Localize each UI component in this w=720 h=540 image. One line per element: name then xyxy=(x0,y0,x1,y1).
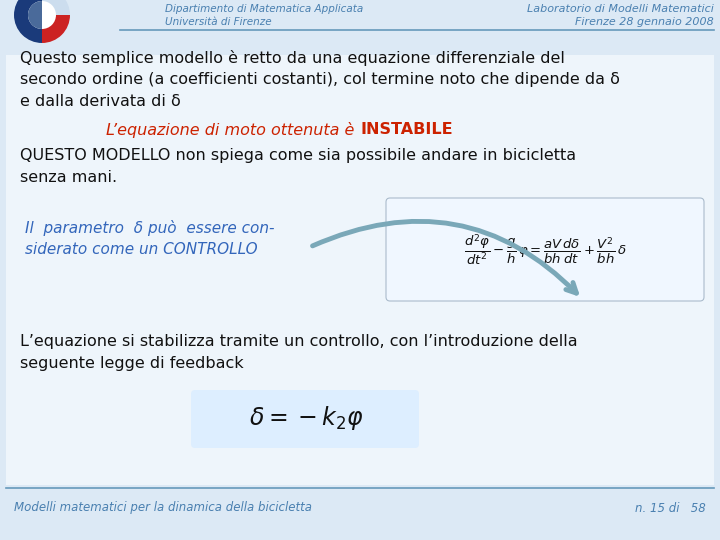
Circle shape xyxy=(28,1,56,29)
FancyBboxPatch shape xyxy=(386,198,704,301)
Text: L’equazione di moto ottenuta è: L’equazione di moto ottenuta è xyxy=(107,122,360,138)
Text: Firenze 28 gennaio 2008: Firenze 28 gennaio 2008 xyxy=(575,17,714,27)
FancyBboxPatch shape xyxy=(191,390,419,448)
Text: secondo ordine (a coefficienti costanti), col termine noto che dipende da δ: secondo ordine (a coefficienti costanti)… xyxy=(20,72,620,87)
Text: Università di Firenze: Università di Firenze xyxy=(165,17,271,27)
Bar xyxy=(6,55,714,485)
Text: INSTABILE: INSTABILE xyxy=(360,122,453,137)
Text: Questo semplice modello è retto da una equazione differenziale del: Questo semplice modello è retto da una e… xyxy=(20,50,565,66)
Text: Il  parametro  δ può  essere con-: Il parametro δ può essere con- xyxy=(25,220,274,236)
Text: QUESTO MODELLO non spiega come sia possibile andare in bicicletta: QUESTO MODELLO non spiega come sia possi… xyxy=(20,148,576,163)
Text: .: . xyxy=(432,122,437,137)
Text: $\dfrac{d^2\varphi}{dt^2} - \dfrac{g}{h}\,\varphi = \dfrac{aV}{bh}\dfrac{d\delta: $\dfrac{d^2\varphi}{dt^2} - \dfrac{g}{h}… xyxy=(464,232,626,267)
Wedge shape xyxy=(14,0,42,43)
Text: senza mani.: senza mani. xyxy=(20,170,117,185)
Text: Modelli matematici per la dinamica della bicicletta: Modelli matematici per la dinamica della… xyxy=(14,502,312,515)
Text: e dalla derivata di δ: e dalla derivata di δ xyxy=(20,94,181,109)
Text: Laboratorio di Modelli Matematici: Laboratorio di Modelli Matematici xyxy=(527,4,714,14)
Text: L’equazione si stabilizza tramite un controllo, con l’introduzione della: L’equazione si stabilizza tramite un con… xyxy=(20,334,577,349)
Wedge shape xyxy=(42,15,70,43)
Text: n. 15 di   58: n. 15 di 58 xyxy=(635,502,706,515)
Text: $\delta = -k_2\varphi$: $\delta = -k_2\varphi$ xyxy=(248,404,364,432)
Wedge shape xyxy=(28,1,42,29)
Text: siderato come un CONTROLLO: siderato come un CONTROLLO xyxy=(25,242,258,257)
Text: seguente legge di feedback: seguente legge di feedback xyxy=(20,356,243,371)
Wedge shape xyxy=(42,0,70,15)
Text: Dipartimento di Matematica Applicata: Dipartimento di Matematica Applicata xyxy=(165,4,364,14)
